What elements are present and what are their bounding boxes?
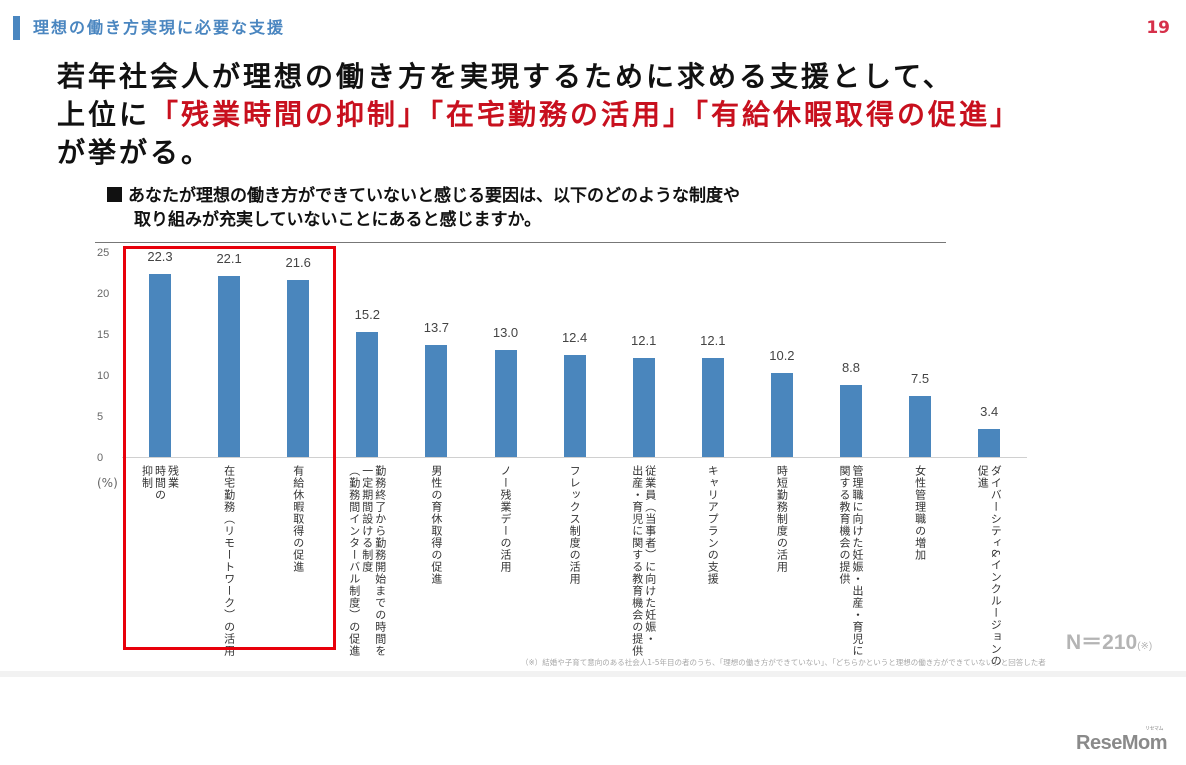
page-number: 19 (1146, 18, 1170, 38)
y-tick: 10 (97, 370, 110, 382)
headline-line-1: 若年社会人が理想の働き方を実現するために求める支援として、 (57, 60, 954, 93)
x-axis-label: 女性管理職の増加 (913, 465, 927, 561)
bar (356, 332, 379, 457)
section-header-bar (13, 16, 20, 40)
bar (149, 274, 171, 457)
logo-text: ReseMom (1076, 732, 1167, 754)
bar-value-label: 3.4 (980, 404, 999, 420)
top3-highlight-box (123, 246, 336, 650)
x-axis-label: 従業員（当事者）に向けた妊娠・ 出産・育児に関する教育機会の提供 (630, 465, 657, 657)
headline: 若年社会人が理想の働き方を実現するために求める支援として、 上位に「残業時間の抑… (57, 58, 1021, 172)
y-axis-unit: (%) (97, 476, 118, 490)
headline-highlight: 「残業時間の抑制」「在宅勤務の活用」「有給休暇取得の促進」 (150, 98, 1022, 131)
bar-value-label: 21.6 (285, 254, 311, 270)
y-tick: 15 (97, 329, 110, 341)
bar-value-label: 22.1 (216, 250, 242, 266)
bar-value-label: 22.3 (147, 249, 173, 265)
headline-prefix: 上位に (57, 98, 151, 131)
question-line-2: 取り組みが充実していないことにあると感じますか。 (134, 210, 542, 230)
bar (218, 275, 241, 457)
x-axis-baseline (122, 457, 1027, 458)
bar (840, 384, 862, 457)
y-tick: 20 (97, 288, 110, 300)
resemom-logo: ReseMom リセマム (1076, 726, 1167, 755)
question-line-1: あなたが理想の働き方ができていないと感じる要因は、以下のどのような制度や (128, 186, 740, 206)
bar (909, 395, 932, 457)
bar (425, 344, 448, 457)
x-axis-label: 在宅勤務（リモートワーク）の活用 (222, 465, 236, 657)
survey-question: あなたが理想の働き方ができていないと感じる要因は、以下のどのような制度や 取り組… (107, 184, 740, 232)
bar-value-label: 12.1 (631, 332, 657, 348)
bar (978, 429, 1001, 457)
sample-size: N＝210(※) (1066, 626, 1152, 656)
bar (287, 279, 310, 457)
bottom-divider-band (0, 671, 1186, 677)
bar-value-label: 13.0 (492, 325, 519, 341)
bar-value-label: 15.2 (354, 307, 380, 323)
bar-value-label: 12.4 (561, 330, 588, 346)
y-tick: 0 (97, 452, 104, 464)
x-axis-label: フレックス制度の活用 (568, 465, 582, 585)
bar (701, 357, 724, 457)
bar-value-label: 13.7 (423, 319, 450, 335)
chart-top-rule (95, 242, 946, 243)
footnote: （※）結婚や子育て意向のある社会人1-5年目の者のうち、「理想の働き方ができてい… (521, 658, 1046, 667)
headline-line-3: が挙がる。 (57, 136, 213, 169)
bar-value-label: 10.2 (769, 348, 795, 364)
y-tick: 25 (97, 247, 110, 259)
logo-ruby: リセマム (1144, 726, 1164, 732)
bar-value-label: 7.5 (911, 370, 930, 386)
sample-size-note: (※) (1137, 641, 1153, 652)
x-axis-label: 管理職に向けた妊娠・出産・育児に 関する教育機会の提供 (838, 465, 864, 657)
headline-line-2: 上位に「残業時間の抑制」「在宅勤務の活用」「有給休暇取得の促進」 (57, 96, 1021, 134)
bar (494, 350, 517, 457)
x-axis-label: ノー残業デーの活用 (499, 465, 512, 573)
square-bullet-icon (107, 187, 122, 202)
section-title: 理想の働き方実現に必要な支援 (33, 18, 286, 37)
x-axis-label: キャリアプランの支援 (706, 465, 720, 585)
bar (632, 357, 655, 457)
bar (563, 355, 586, 457)
sample-size-value: N＝210 (1066, 631, 1138, 654)
x-axis-label: 勤務終了から勤務開始までの時間を 一定期間設ける制度 （勤務間インターバル制度）… (347, 465, 387, 657)
x-axis-label: 男性の育休取得の促進 (429, 465, 443, 585)
x-axis-label: 残業 時間の 抑制 (140, 465, 180, 501)
y-tick: 5 (97, 411, 104, 423)
x-axis-label: ダイバーシティ&インクルージョンの 促進 (976, 465, 1003, 667)
bar-value-label: 8.8 (841, 359, 861, 375)
bar-value-label: 12.1 (700, 332, 726, 348)
x-axis-label: 有給休暇取得の促進 (291, 465, 305, 573)
x-axis-label: 時短勤務制度の活用 (775, 465, 789, 573)
bar (770, 373, 793, 457)
